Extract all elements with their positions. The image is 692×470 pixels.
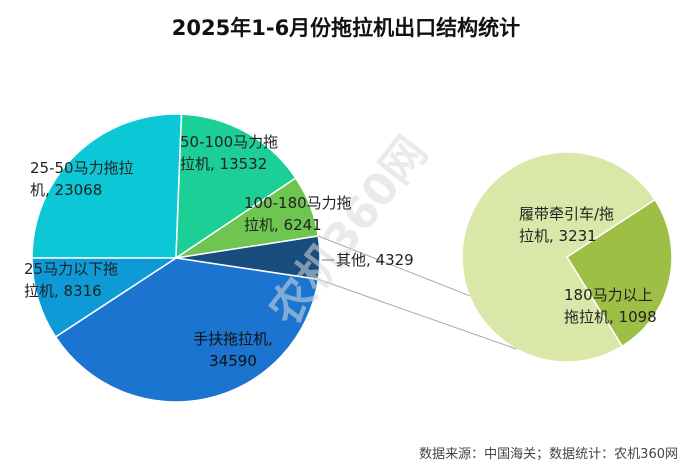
pie-slice-5 [31,257,179,338]
source-note: 数据来源：中国海关；数据统计：农机360网 [419,447,678,462]
pie-slice-1 [175,113,297,260]
data-label-walking: 手扶拖拉机, 34590 [193,330,273,370]
breakdown-label-over-180: 180马力以上拖拉机, 1098 [564,286,657,326]
breakdown-slice-1 [565,198,673,348]
data-label-100-180: 100-180马力拖拉机, 6241 [244,194,352,234]
pie-slice-0 [31,113,183,259]
data-label-under-25: 25马力以下拖拉机, 8316 [24,260,118,300]
breakdown-label-crawler: 履带牵引车/拖拉机, 3231 [519,205,614,245]
data-label-other: 其他, 4329 [336,251,414,269]
connector-line-top [318,235,470,297]
breakdown-slice-0 [461,151,657,363]
data-label-25-50: 25-50马力拖拉机, 23068 [30,159,134,199]
chart-title: 2025年1-6月份拖拉机出口结构统计 [171,16,521,40]
connector-line-bottom [318,278,517,350]
data-label-50-100: 50-100马力拖拉机, 13532 [180,133,278,173]
